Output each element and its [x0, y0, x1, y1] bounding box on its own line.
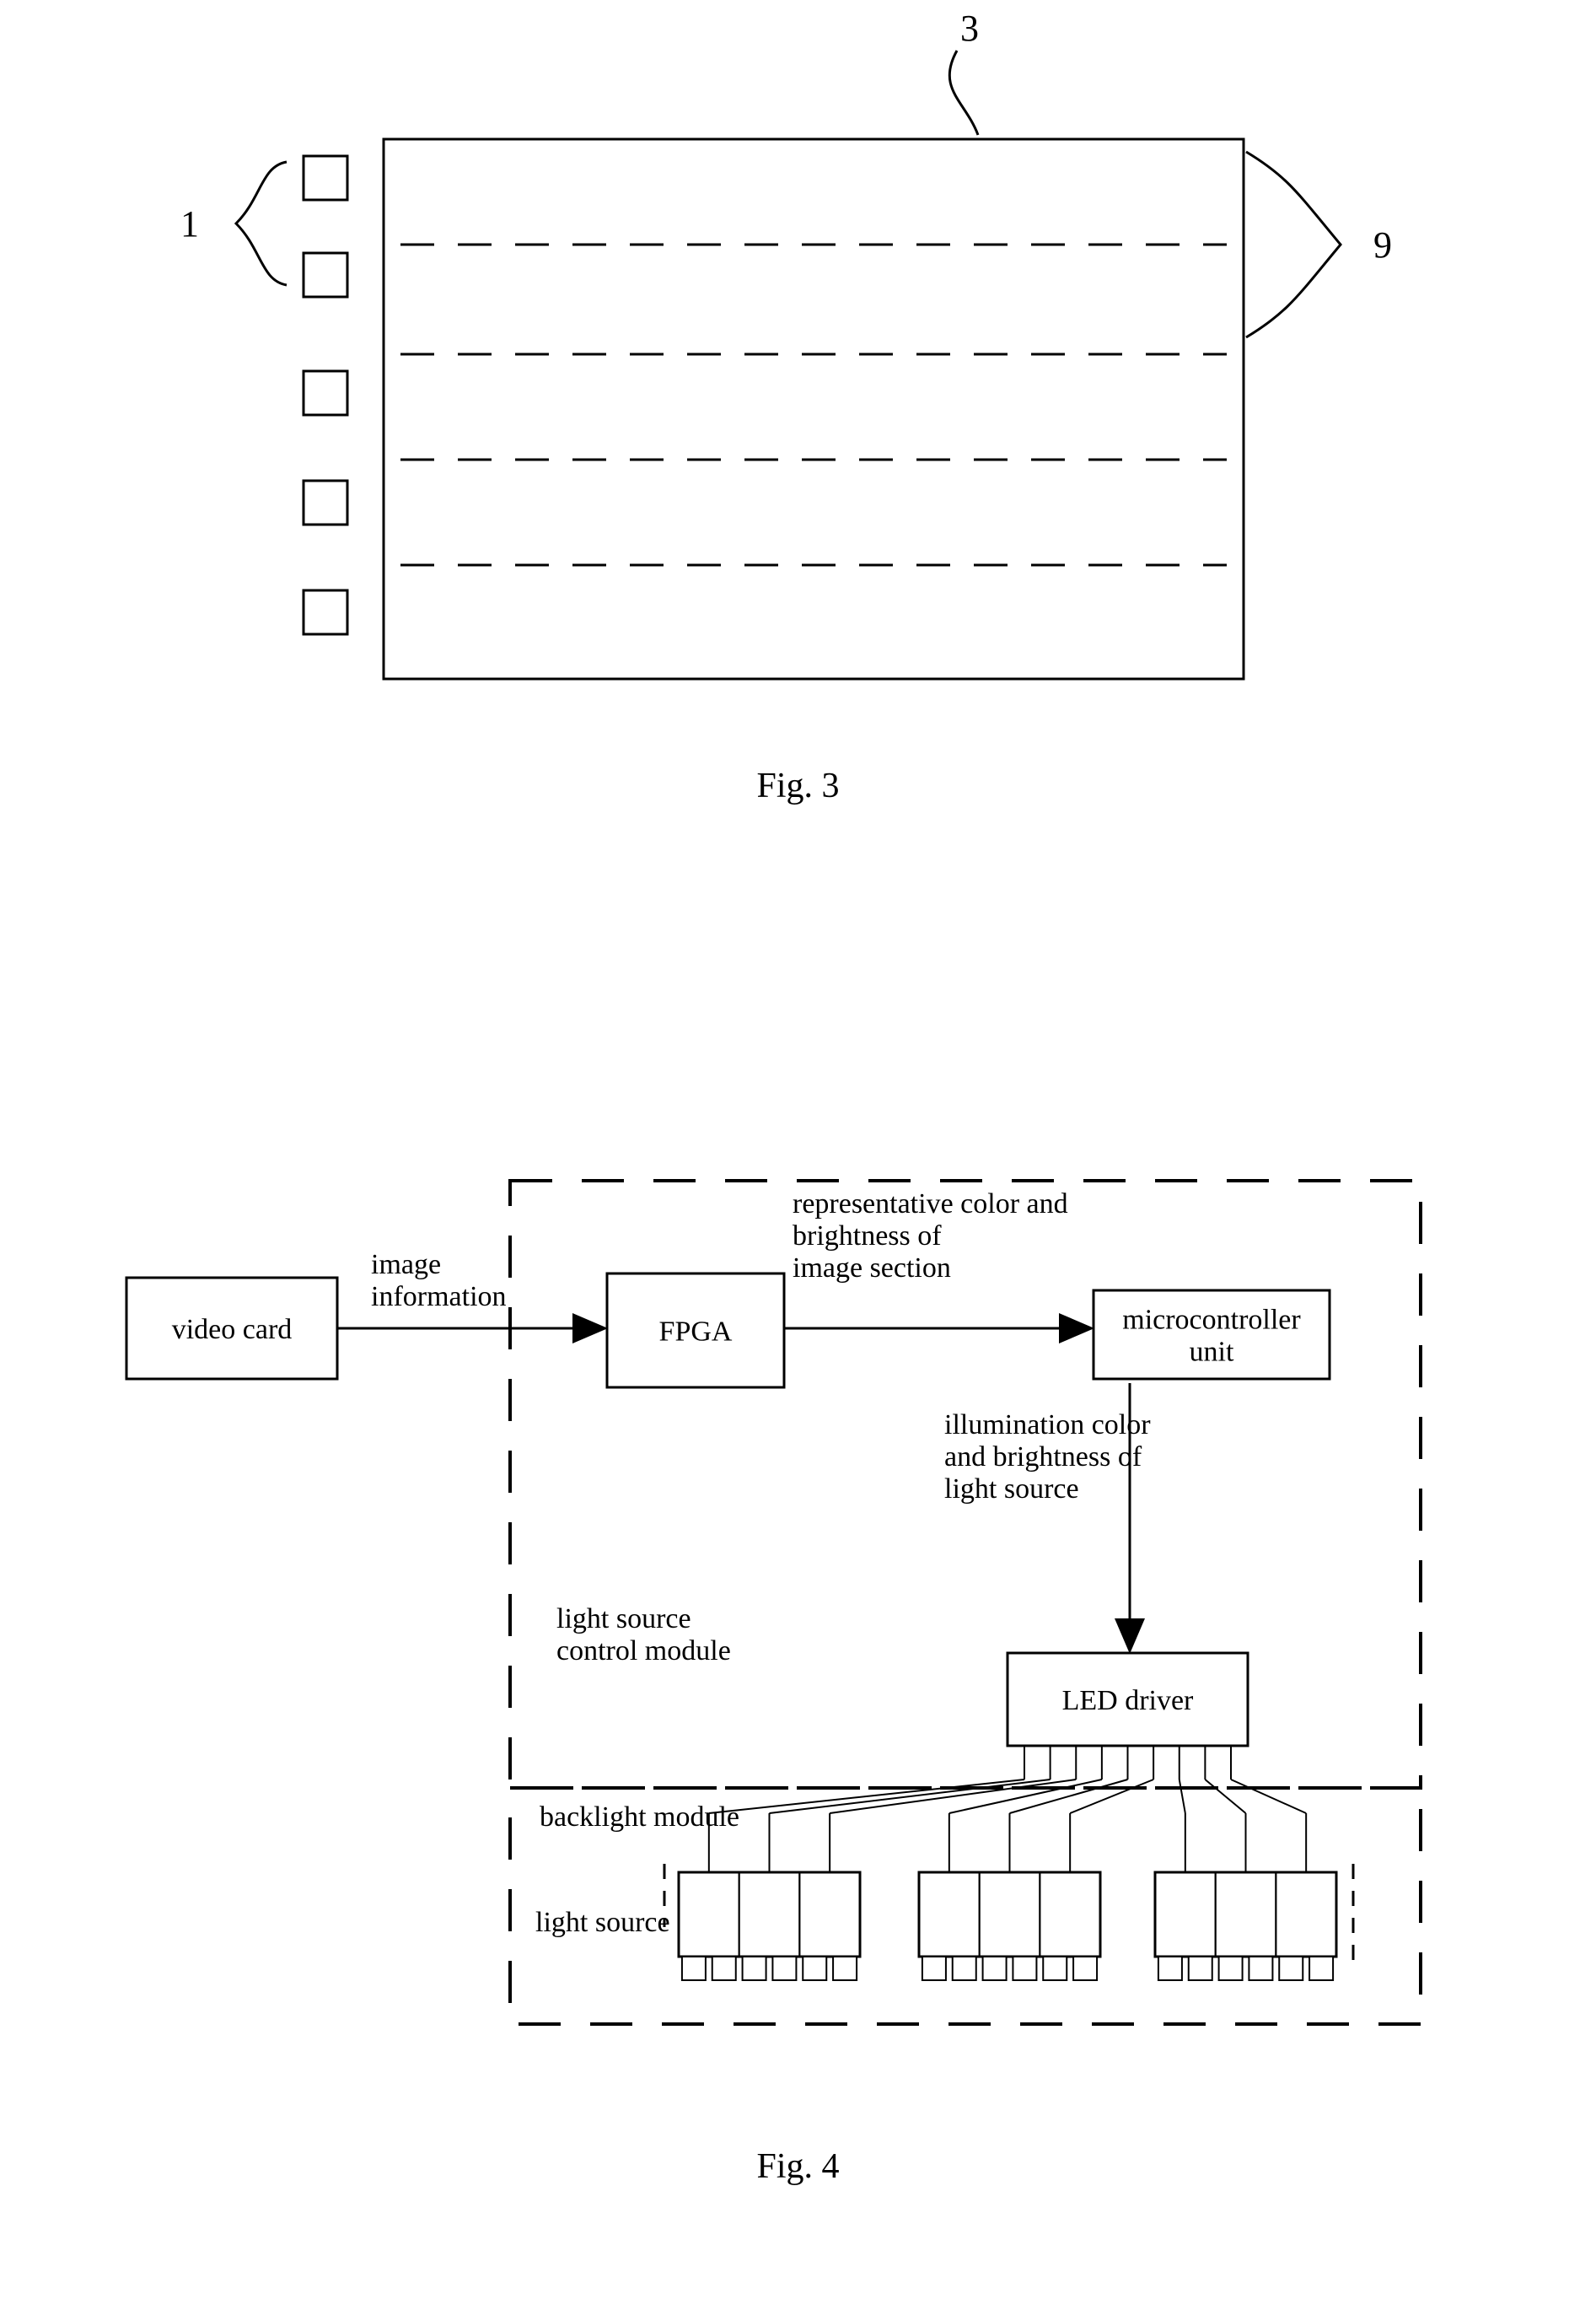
fig4-caption: Fig. 4	[0, 2146, 1596, 2187]
svg-text:brightness of: brightness of	[793, 1220, 942, 1252]
svg-text:1: 1	[180, 203, 199, 245]
svg-text:LED driver: LED driver	[1062, 1685, 1194, 1716]
svg-text:9: 9	[1373, 224, 1392, 266]
svg-text:light source: light source	[556, 1603, 691, 1634]
svg-text:3: 3	[960, 8, 979, 49]
svg-text:representative color and: representative color and	[793, 1188, 1068, 1219]
svg-text:microcontroller: microcontroller	[1122, 1305, 1301, 1336]
fig3-caption: Fig. 3	[0, 766, 1596, 806]
svg-text:illumination color: illumination color	[944, 1409, 1151, 1440]
fig4-diagram: video card FPGA microcontrollerunit LED dri…	[0, 1063, 1596, 2159]
svg-text:and brightness of: and brightness of	[944, 1441, 1142, 1473]
svg-text:light source: light source	[944, 1473, 1079, 1505]
svg-text:information: information	[371, 1281, 507, 1312]
svg-text:image section: image section	[793, 1252, 951, 1284]
svg-text:unit: unit	[1190, 1337, 1234, 1368]
svg-text:light source: light source	[535, 1907, 670, 1938]
svg-text:control module: control module	[556, 1635, 731, 1666]
fig3-diagram: 1 9 3	[0, 0, 1596, 843]
svg-text:FPGA: FPGA	[659, 1316, 733, 1348]
svg-text:video card: video card	[172, 1314, 293, 1345]
svg-text:image: image	[371, 1249, 441, 1280]
